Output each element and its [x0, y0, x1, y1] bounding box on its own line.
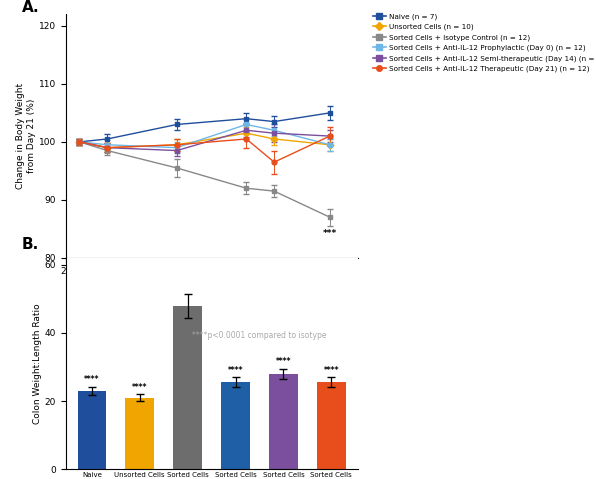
Text: ****p<0.0001 compared to isotype: ****p<0.0001 compared to isotype — [192, 331, 327, 340]
Text: A.: A. — [22, 0, 39, 15]
X-axis label: Time (Days): Time (Days) — [178, 282, 245, 292]
Text: ****: **** — [84, 375, 100, 384]
Bar — [77, 391, 106, 469]
Text: ***p<0.001 Isotype Control vs Naive, Unsorted, Prophylactic, Semi-Therapeutic,
o: ***p<0.001 Isotype Control vs Naive, Uns… — [66, 350, 345, 364]
Text: ****: **** — [324, 365, 339, 375]
Legend: Naive (n = 7), Unsorted Cells (n = 10), Sorted Cells + Isotype Control (n = 12),: Naive (n = 7), Unsorted Cells (n = 10), … — [373, 13, 596, 72]
Text: ****: **** — [228, 365, 243, 375]
Bar — [317, 382, 346, 469]
Text: ***: *** — [322, 229, 337, 238]
Y-axis label: Change in Body Weight
from Day 21 (%): Change in Body Weight from Day 21 (%) — [17, 83, 36, 189]
Text: ****: **** — [275, 357, 291, 366]
Text: B.: B. — [22, 237, 39, 251]
Bar — [269, 374, 298, 469]
Text: ****: **** — [132, 383, 148, 392]
Bar — [125, 398, 154, 469]
Y-axis label: Colon Weight:Length Ratio: Colon Weight:Length Ratio — [33, 303, 42, 424]
Bar — [173, 306, 202, 469]
Bar — [221, 382, 250, 469]
